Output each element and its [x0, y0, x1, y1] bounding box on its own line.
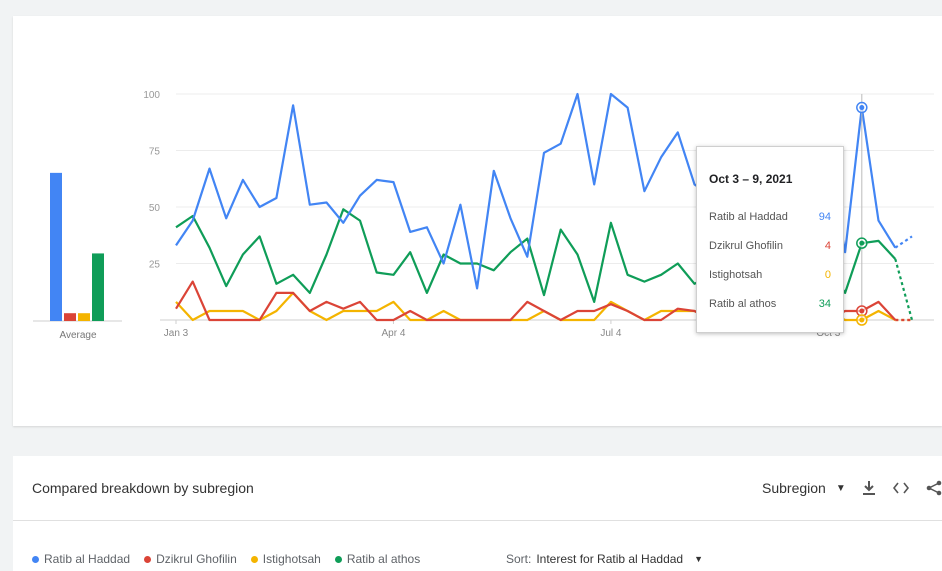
chart-tooltip: Oct 3 – 9, 2021 Ratib al Haddad 94 Dzikr… — [696, 146, 844, 333]
sort-dropdown[interactable]: Sort: Interest for Ratib al Haddad ▼ — [506, 552, 703, 566]
x-tick-label: Oct 3 — [816, 328, 840, 339]
tooltip-row-label: Dzikrul Ghofilin — [709, 240, 783, 252]
subregion-dropdown[interactable]: Subregion ▼ — [762, 480, 846, 496]
tooltip-row-label: Ratib al athos — [709, 298, 777, 310]
series-partial-line — [894, 235, 913, 249]
series-partial-line — [894, 258, 914, 321]
hover-marker-dot — [859, 105, 865, 111]
tooltip-row-value: 34 — [818, 298, 831, 310]
tooltip-row: Istighotsah 0 — [709, 269, 831, 285]
legend-dot — [334, 555, 342, 563]
x-tick-label: Apr 4 — [382, 328, 406, 339]
legend-dot — [250, 555, 258, 563]
chevron-down-icon: ▼ — [835, 482, 846, 494]
legend-item[interactable]: Istighotsah — [250, 552, 321, 566]
y-tick-label: 25 — [149, 260, 161, 271]
average-bar — [78, 313, 90, 321]
sort-value: Interest for Ratib al Haddad — [536, 552, 684, 566]
sort-label: Sort: — [506, 552, 532, 566]
share-icon[interactable] — [924, 478, 942, 498]
average-bar — [64, 313, 76, 321]
divider — [13, 520, 942, 521]
y-tick-label: 50 — [149, 203, 161, 214]
subregion-breakdown-card — [13, 456, 942, 571]
hover-marker-dot — [859, 240, 865, 246]
tooltip-row-value: 4 — [824, 240, 831, 252]
legend-item[interactable]: Dzikrul Ghofilin — [144, 552, 237, 566]
legend-item[interactable]: Ratib al Haddad — [32, 552, 130, 566]
tooltip-row: Ratib al Haddad 94 — [709, 211, 831, 227]
embed-code-icon[interactable] — [891, 478, 911, 498]
subregion-label: Subregion — [762, 480, 826, 496]
tooltip-row: Dzikrul Ghofilin 4 — [709, 240, 831, 256]
tooltip-row: Ratib al athos 34 — [709, 298, 831, 314]
tooltip-row-label: Istighotsah — [709, 269, 763, 281]
legend-label: Ratib al athos — [346, 552, 421, 566]
tooltip-row-value: 0 — [824, 269, 831, 281]
download-icon[interactable] — [859, 478, 879, 498]
hover-marker-dot — [859, 317, 865, 323]
breakdown-title: Compared breakdown by subregion — [32, 480, 254, 496]
average-label: Average — [59, 330, 97, 341]
legend-dot — [144, 555, 152, 563]
breakdown-legend: Ratib al Haddad Dzikrul Ghofilin Istigho… — [32, 552, 420, 566]
legend-label: Ratib al Haddad — [44, 552, 131, 566]
x-tick-label: Jul 4 — [600, 328, 622, 339]
y-tick-label: 75 — [149, 147, 161, 158]
x-tick-label: Jan 3 — [164, 328, 189, 339]
legend-label: Istighotsah — [262, 552, 321, 566]
hover-marker-dot — [859, 308, 865, 314]
legend-label: Dzikrul Ghofilin — [156, 552, 237, 566]
legend-dot — [32, 555, 39, 563]
tooltip-date: Oct 3 – 9, 2021 — [709, 172, 793, 186]
legend-item[interactable]: Ratib al athos — [334, 552, 421, 566]
y-tick-label: 100 — [143, 90, 160, 101]
tooltip-row-label: Ratib al Haddad — [709, 211, 788, 223]
average-bar — [92, 253, 104, 321]
tooltip-row-value: 94 — [818, 211, 831, 223]
average-bar — [50, 172, 62, 321]
chevron-down-icon: ▼ — [694, 554, 704, 564]
